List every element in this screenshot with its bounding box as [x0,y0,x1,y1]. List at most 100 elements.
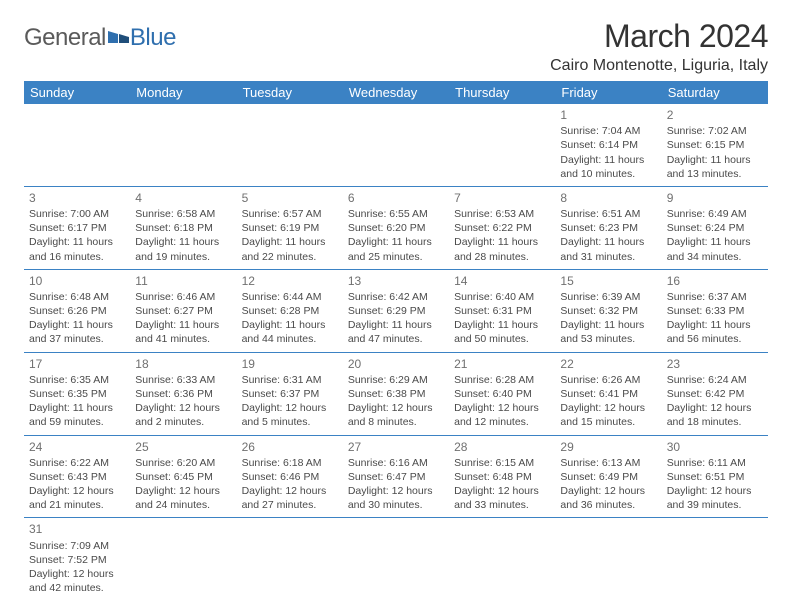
calendar-cell [24,104,130,186]
calendar-cell: 15Sunrise: 6:39 AMSunset: 6:32 PMDayligh… [555,269,661,352]
day-number: 5 [242,190,338,206]
day-number: 23 [667,356,763,372]
sunset-line: Sunset: 6:20 PM [348,221,444,235]
calendar-cell: 5Sunrise: 6:57 AMSunset: 6:19 PMDaylight… [237,186,343,269]
sunrise-line: Sunrise: 6:24 AM [667,373,763,387]
sunset-line: Sunset: 6:23 PM [560,221,656,235]
day-number: 19 [242,356,338,372]
sunset-line: Sunset: 6:45 PM [135,470,231,484]
sunset-line: Sunset: 6:19 PM [242,221,338,235]
sunrise-line: Sunrise: 6:58 AM [135,207,231,221]
daylight-line: Daylight: 11 hours and 44 minutes. [242,318,338,346]
calendar-cell: 7Sunrise: 6:53 AMSunset: 6:22 PMDaylight… [449,186,555,269]
day-number: 29 [560,439,656,455]
calendar-cell [662,518,768,600]
daylight-line: Daylight: 11 hours and 31 minutes. [560,235,656,263]
calendar-cell: 31Sunrise: 7:09 AMSunset: 7:52 PMDayligh… [24,518,130,600]
calendar-cell [343,518,449,600]
calendar-cell: 29Sunrise: 6:13 AMSunset: 6:49 PMDayligh… [555,435,661,518]
calendar-table: SundayMondayTuesdayWednesdayThursdayFrid… [24,81,768,600]
calendar-cell [343,104,449,186]
day-number: 30 [667,439,763,455]
sunset-line: Sunset: 6:17 PM [29,221,125,235]
sunrise-line: Sunrise: 6:13 AM [560,456,656,470]
logo-text-blue: Blue [130,24,176,52]
daylight-line: Daylight: 11 hours and 47 minutes. [348,318,444,346]
calendar-body: 1Sunrise: 7:04 AMSunset: 6:14 PMDaylight… [24,104,768,600]
sunrise-line: Sunrise: 6:35 AM [29,373,125,387]
calendar-cell: 19Sunrise: 6:31 AMSunset: 6:37 PMDayligh… [237,352,343,435]
day-number: 15 [560,273,656,289]
calendar-cell [237,518,343,600]
day-number: 6 [348,190,444,206]
calendar-cell: 10Sunrise: 6:48 AMSunset: 6:26 PMDayligh… [24,269,130,352]
sunrise-line: Sunrise: 6:55 AM [348,207,444,221]
location-text: Cairo Montenotte, Liguria, Italy [550,57,768,75]
sunset-line: Sunset: 6:49 PM [560,470,656,484]
day-number: 22 [560,356,656,372]
calendar-cell: 11Sunrise: 6:46 AMSunset: 6:27 PMDayligh… [130,269,236,352]
calendar-row: 24Sunrise: 6:22 AMSunset: 6:43 PMDayligh… [24,435,768,518]
sunrise-line: Sunrise: 6:51 AM [560,207,656,221]
sunrise-line: Sunrise: 6:39 AM [560,290,656,304]
daylight-line: Daylight: 12 hours and 15 minutes. [560,401,656,429]
sunset-line: Sunset: 7:52 PM [29,553,125,567]
sunset-line: Sunset: 6:41 PM [560,387,656,401]
calendar-cell: 24Sunrise: 6:22 AMSunset: 6:43 PMDayligh… [24,435,130,518]
day-number: 17 [29,356,125,372]
sunset-line: Sunset: 6:47 PM [348,470,444,484]
calendar-row: 31Sunrise: 7:09 AMSunset: 7:52 PMDayligh… [24,518,768,600]
calendar-cell: 25Sunrise: 6:20 AMSunset: 6:45 PMDayligh… [130,435,236,518]
calendar-cell: 4Sunrise: 6:58 AMSunset: 6:18 PMDaylight… [130,186,236,269]
calendar-cell: 14Sunrise: 6:40 AMSunset: 6:31 PMDayligh… [449,269,555,352]
sunset-line: Sunset: 6:51 PM [667,470,763,484]
sunrise-line: Sunrise: 6:44 AM [242,290,338,304]
calendar-cell: 16Sunrise: 6:37 AMSunset: 6:33 PMDayligh… [662,269,768,352]
calendar-head: SundayMondayTuesdayWednesdayThursdayFrid… [24,81,768,104]
sunrise-line: Sunrise: 6:29 AM [348,373,444,387]
calendar-row: 17Sunrise: 6:35 AMSunset: 6:35 PMDayligh… [24,352,768,435]
calendar-cell [237,104,343,186]
daylight-line: Daylight: 11 hours and 34 minutes. [667,235,763,263]
sunrise-line: Sunrise: 6:20 AM [135,456,231,470]
day-number: 1 [560,107,656,123]
daylight-line: Daylight: 12 hours and 12 minutes. [454,401,550,429]
daylight-line: Daylight: 11 hours and 22 minutes. [242,235,338,263]
day-header: Saturday [662,81,768,104]
day-number: 14 [454,273,550,289]
calendar-cell: 20Sunrise: 6:29 AMSunset: 6:38 PMDayligh… [343,352,449,435]
calendar-cell [555,518,661,600]
sunrise-line: Sunrise: 6:46 AM [135,290,231,304]
day-header: Tuesday [237,81,343,104]
daylight-line: Daylight: 11 hours and 37 minutes. [29,318,125,346]
daylight-line: Daylight: 11 hours and 59 minutes. [29,401,125,429]
day-number: 16 [667,273,763,289]
sunset-line: Sunset: 6:32 PM [560,304,656,318]
sunset-line: Sunset: 6:24 PM [667,221,763,235]
sunrise-line: Sunrise: 6:15 AM [454,456,550,470]
sunset-line: Sunset: 6:42 PM [667,387,763,401]
logo-flag-icon [108,29,130,50]
calendar-cell [449,104,555,186]
sunset-line: Sunset: 6:40 PM [454,387,550,401]
sunset-line: Sunset: 6:22 PM [454,221,550,235]
sunrise-line: Sunrise: 6:33 AM [135,373,231,387]
daylight-line: Daylight: 12 hours and 42 minutes. [29,567,125,595]
sunrise-line: Sunrise: 7:00 AM [29,207,125,221]
calendar-cell: 23Sunrise: 6:24 AMSunset: 6:42 PMDayligh… [662,352,768,435]
calendar-cell: 8Sunrise: 6:51 AMSunset: 6:23 PMDaylight… [555,186,661,269]
day-number: 13 [348,273,444,289]
day-number: 31 [29,521,125,537]
daylight-line: Daylight: 12 hours and 5 minutes. [242,401,338,429]
calendar-row: 1Sunrise: 7:04 AMSunset: 6:14 PMDaylight… [24,104,768,186]
day-number: 25 [135,439,231,455]
month-title: March 2024 [550,18,768,55]
day-header: Wednesday [343,81,449,104]
daylight-line: Daylight: 12 hours and 39 minutes. [667,484,763,512]
header: General Blue March 2024 Cairo Montenotte… [24,18,768,75]
daylight-line: Daylight: 11 hours and 56 minutes. [667,318,763,346]
sunrise-line: Sunrise: 6:22 AM [29,456,125,470]
daylight-line: Daylight: 11 hours and 53 minutes. [560,318,656,346]
day-number: 9 [667,190,763,206]
daylight-line: Daylight: 12 hours and 21 minutes. [29,484,125,512]
